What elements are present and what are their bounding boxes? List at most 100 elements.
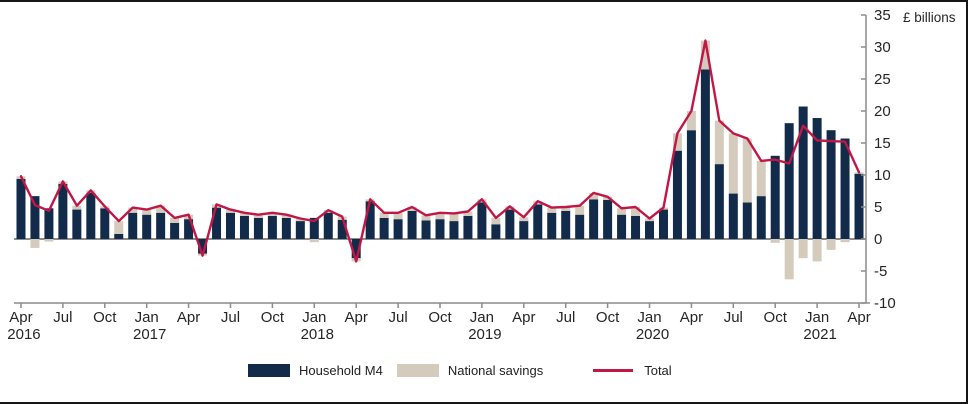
- bar-household-m4: [561, 210, 571, 239]
- bar-household-m4: [421, 220, 431, 239]
- bar-household-m4: [742, 202, 752, 239]
- bar-national-savings: [156, 205, 166, 213]
- bar-national-savings: [30, 239, 40, 248]
- bar-national-savings: [142, 209, 152, 215]
- bar-national-savings: [170, 217, 180, 223]
- bar-household-m4: [840, 138, 850, 239]
- x-tick-month-label: Jul: [221, 309, 240, 326]
- legend-item-national-savings: National savings: [396, 363, 543, 378]
- bar-household-m4: [700, 69, 710, 240]
- x-tick-month-label: Jan: [805, 309, 829, 326]
- bar-household-m4: [170, 223, 180, 239]
- x-tick-month-label: Jul: [389, 309, 408, 326]
- bar-national-savings: [826, 239, 836, 250]
- bar-household-m4: [491, 224, 501, 239]
- bar-household-m4: [128, 212, 138, 239]
- bar-household-m4: [686, 130, 696, 239]
- bar-national-savings: [44, 239, 54, 242]
- bar-national-savings: [128, 207, 138, 213]
- x-tick-month-label: Oct: [261, 309, 285, 326]
- bar-national-savings: [379, 212, 389, 218]
- y-tick-label: 30: [874, 39, 891, 56]
- bar-household-m4: [267, 215, 277, 239]
- y-tick-label: 10: [874, 167, 891, 184]
- bar-household-m4: [854, 173, 864, 239]
- bar-national-savings: [784, 239, 794, 280]
- bar-national-savings: [603, 196, 613, 200]
- bar-national-savings: [589, 192, 599, 200]
- x-tick-year-label: 2021: [803, 326, 836, 343]
- bar-national-savings: [519, 217, 529, 222]
- bar-national-savings: [575, 205, 585, 215]
- bar-household-m4: [393, 219, 403, 239]
- national-savings-swatch: [396, 364, 439, 377]
- x-tick-month-label: Oct: [596, 309, 620, 326]
- bar-household-m4: [281, 217, 291, 239]
- bar-household-m4: [30, 196, 40, 239]
- x-tick-month-label: Apr: [345, 309, 368, 326]
- bar-national-savings: [295, 218, 305, 222]
- bar-household-m4: [212, 207, 222, 239]
- bar-household-m4: [575, 214, 585, 239]
- bar-national-savings: [728, 133, 738, 194]
- bar-household-m4: [519, 221, 529, 239]
- bar-national-savings: [463, 211, 473, 216]
- bar-household-m4: [323, 212, 333, 239]
- x-tick-year-label: 2017: [133, 326, 166, 343]
- bar-household-m4: [658, 209, 668, 239]
- x-tick-month-label: Jul: [556, 309, 575, 326]
- bar-household-m4: [477, 202, 487, 239]
- y-tick-label: -5: [874, 263, 887, 280]
- x-tick-month-label: Apr: [9, 309, 32, 326]
- bar-national-savings: [561, 207, 571, 211]
- bar-household-m4: [547, 212, 557, 239]
- legend: Household M4 National savings Total: [248, 363, 672, 378]
- bar-national-savings: [435, 212, 445, 220]
- bar-national-savings: [742, 138, 752, 203]
- x-tick-month-label: Apr: [847, 309, 870, 326]
- bar-household-m4: [812, 118, 822, 239]
- bar-national-savings: [617, 208, 627, 215]
- bars-national-savings: [16, 40, 864, 280]
- y-axis: -10 -5 0 5 10 15 20 25 30 35 £ billions: [861, 7, 956, 312]
- x-tick-month-label: Apr: [177, 309, 200, 326]
- y-tick-label: 5: [874, 199, 882, 216]
- bar-household-m4: [295, 221, 305, 239]
- bar-household-m4: [309, 217, 319, 239]
- total-line-swatch: [593, 369, 634, 372]
- legend-item-total: Total: [593, 363, 672, 378]
- x-tick-month-label: Oct: [93, 309, 117, 326]
- bar-household-m4: [225, 212, 235, 239]
- bar-household-m4: [44, 208, 54, 239]
- bar-household-m4: [631, 215, 641, 239]
- bar-household-m4: [72, 209, 82, 239]
- x-tick-month-label: Apr: [512, 309, 535, 326]
- bar-household-m4: [337, 219, 347, 239]
- legend-item-household-m4: Household M4: [248, 363, 383, 378]
- y-tick-label: 20: [874, 103, 891, 120]
- y-tick-label: -10: [874, 295, 896, 312]
- bar-household-m4: [826, 130, 836, 239]
- bar-household-m4: [505, 209, 515, 239]
- bar-household-m4: [728, 193, 738, 239]
- x-tick-year-label: 2020: [636, 326, 669, 343]
- bar-household-m4: [58, 183, 68, 239]
- y-tick-label: 15: [874, 135, 891, 152]
- bar-household-m4: [435, 219, 445, 239]
- bar-household-m4: [142, 214, 152, 239]
- bar-national-savings: [645, 218, 655, 222]
- bar-household-m4: [16, 178, 26, 239]
- bar-national-savings: [114, 221, 124, 234]
- x-tick-year-label: 2018: [301, 326, 334, 343]
- bar-household-m4: [253, 217, 263, 239]
- bar-household-m4: [365, 201, 375, 239]
- y-tick-label: 25: [874, 71, 891, 88]
- bar-national-savings: [505, 206, 515, 210]
- bar-national-savings: [491, 217, 501, 225]
- y-axis-unit-label: £ billions: [903, 10, 956, 25]
- bar-national-savings: [756, 160, 766, 197]
- bar-household-m4: [617, 214, 627, 239]
- bar-household-m4: [603, 199, 613, 239]
